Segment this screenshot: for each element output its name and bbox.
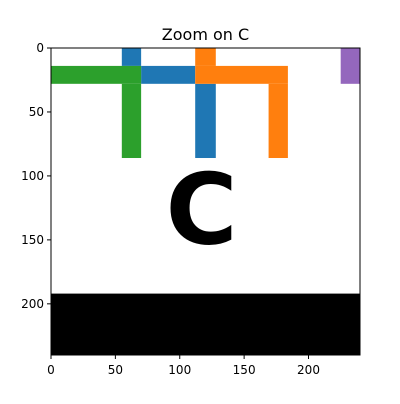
green-stem [121,83,142,159]
orange-horizontal-bar [195,65,288,84]
blue-stem-left [121,48,142,66]
x-tick-label: 150 [233,363,256,377]
y-tick-label: 150 [21,233,44,247]
x-tick-label: 0 [47,363,55,377]
glyph-layer: C [166,154,238,268]
y-axis: 0 50 100 150 200 [21,41,51,311]
blue-horizontal-bar [141,65,196,84]
image-area [51,48,360,355]
y-tick-label: 200 [21,297,44,311]
letter-c-glyph: C [166,154,238,268]
x-tick-label: 50 [108,363,123,377]
orange-stem-left [195,48,216,66]
orange-stem-right [268,83,288,159]
y-tick-label: 0 [36,41,44,55]
x-axis: 0 50 100 150 200 [47,355,320,377]
green-horizontal-bar [51,65,142,84]
chart-title: Zoom on C [162,25,249,44]
x-tick-label: 200 [297,363,320,377]
blue-stem-right [195,83,216,159]
y-tick-label: 100 [21,169,44,183]
black-band [51,293,360,355]
purple-block [340,48,360,84]
y-tick-label: 50 [29,105,44,119]
x-tick-label: 100 [168,363,191,377]
axes-frame [50,47,361,356]
